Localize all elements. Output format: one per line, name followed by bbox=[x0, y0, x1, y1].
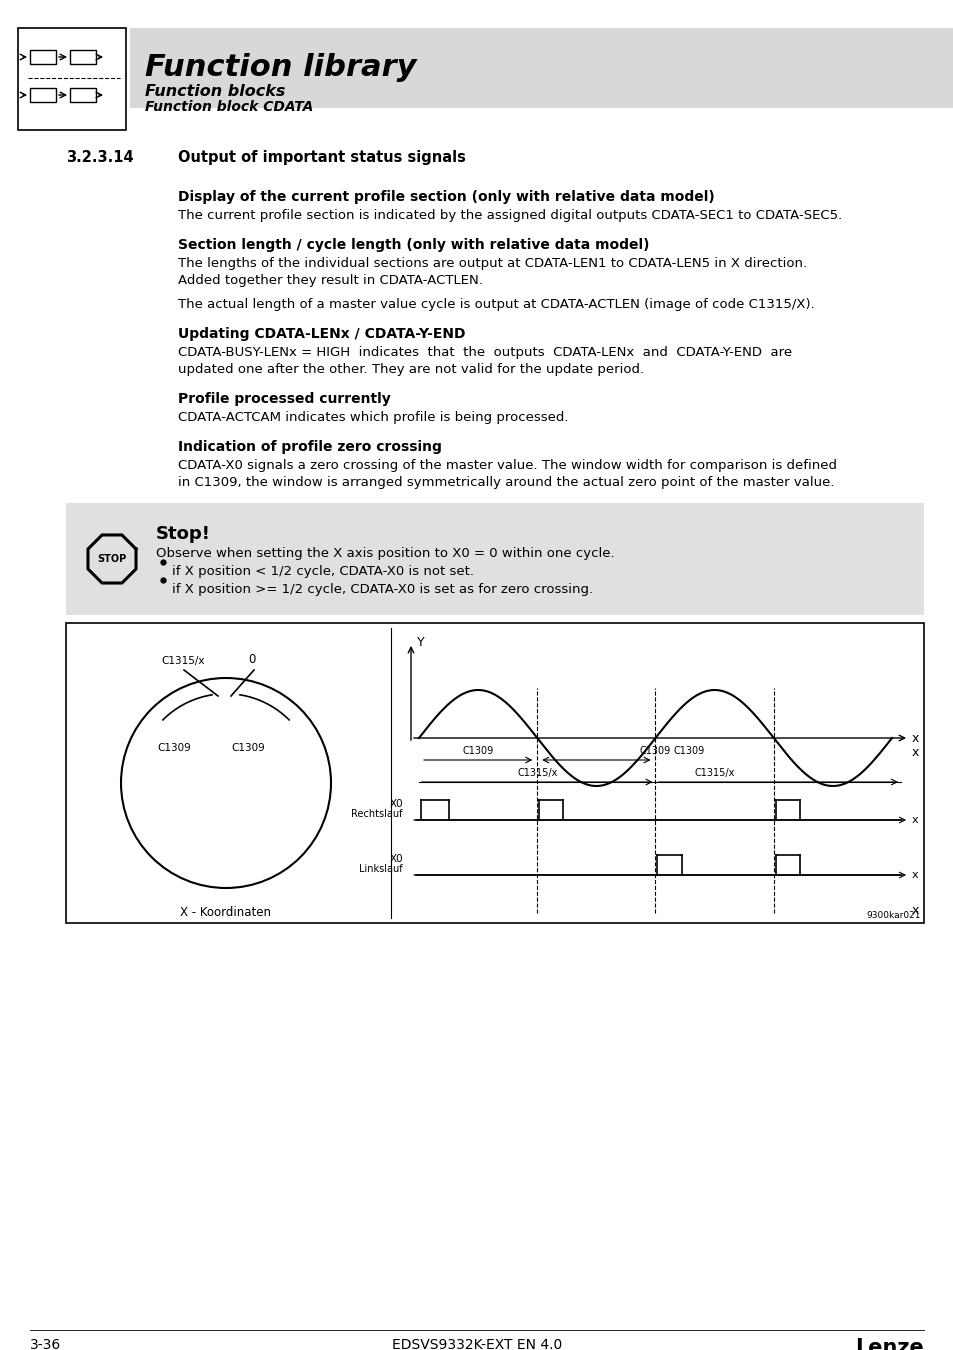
Text: Function block CDATA: Function block CDATA bbox=[145, 100, 313, 113]
Text: x: x bbox=[911, 904, 919, 918]
Text: Function blocks: Function blocks bbox=[145, 85, 285, 100]
Text: x: x bbox=[911, 869, 918, 880]
Text: C1309: C1309 bbox=[231, 743, 265, 753]
Text: Linkslauf: Linkslauf bbox=[359, 864, 402, 873]
Text: updated one after the other. They are not valid for the update period.: updated one after the other. They are no… bbox=[178, 363, 643, 377]
Text: Indication of profile zero crossing: Indication of profile zero crossing bbox=[178, 440, 441, 454]
Text: CDATA-X0 signals a zero crossing of the master value. The window width for compa: CDATA-X0 signals a zero crossing of the … bbox=[178, 459, 836, 472]
Text: C1309: C1309 bbox=[157, 743, 191, 753]
Bar bbox=[70, 50, 96, 63]
Text: Added together they result in CDATA-ACTLEN.: Added together they result in CDATA-ACTL… bbox=[178, 274, 482, 288]
Text: 9300kar021: 9300kar021 bbox=[865, 911, 920, 919]
Text: C1309: C1309 bbox=[462, 747, 494, 756]
Text: Display of the current profile section (only with relative data model): Display of the current profile section (… bbox=[178, 190, 714, 204]
Text: The current profile section is indicated by the assigned digital outputs CDATA-S: The current profile section is indicated… bbox=[178, 209, 841, 221]
Bar bbox=[18, 28, 126, 130]
Text: if X position >= 1/2 cycle, CDATA-X0 is set as for zero crossing.: if X position >= 1/2 cycle, CDATA-X0 is … bbox=[172, 583, 593, 595]
Bar bbox=[130, 28, 953, 108]
Text: 3-36: 3-36 bbox=[30, 1338, 61, 1350]
Text: Updating CDATA-LENx / CDATA-Y-END: Updating CDATA-LENx / CDATA-Y-END bbox=[178, 327, 465, 342]
Text: Section length / cycle length (only with relative data model): Section length / cycle length (only with… bbox=[178, 238, 649, 252]
Bar bbox=[66, 622, 923, 923]
Text: Lenze: Lenze bbox=[854, 1338, 923, 1350]
Text: Stop!: Stop! bbox=[156, 525, 211, 543]
Text: C1309: C1309 bbox=[639, 747, 670, 756]
Text: X0: X0 bbox=[389, 799, 402, 809]
Text: The lengths of the individual sections are output at CDATA-LEN1 to CDATA-LEN5 in: The lengths of the individual sections a… bbox=[178, 256, 806, 270]
Text: EDSVS9332K-EXT EN 4.0: EDSVS9332K-EXT EN 4.0 bbox=[392, 1338, 561, 1350]
Text: Rechtslauf: Rechtslauf bbox=[351, 809, 402, 819]
Bar bbox=[70, 88, 96, 103]
Text: C1309: C1309 bbox=[673, 747, 704, 756]
Text: Profile processed currently: Profile processed currently bbox=[178, 392, 391, 406]
Text: in C1309, the window is arranged symmetrically around the actual zero point of t: in C1309, the window is arranged symmetr… bbox=[178, 477, 834, 489]
Text: Function library: Function library bbox=[145, 53, 416, 81]
Text: 3.2.3.14: 3.2.3.14 bbox=[66, 150, 133, 165]
Text: C1315/x: C1315/x bbox=[161, 656, 204, 666]
Text: x: x bbox=[911, 745, 919, 759]
Text: The actual length of a master value cycle is output at CDATA-ACTLEN (image of co: The actual length of a master value cycl… bbox=[178, 298, 814, 311]
Text: CDATA-BUSY-LENx = HIGH  indicates  that  the  outputs  CDATA-LENx  and  CDATA-Y-: CDATA-BUSY-LENx = HIGH indicates that th… bbox=[178, 346, 791, 359]
Text: C1315/x: C1315/x bbox=[517, 768, 557, 778]
Text: X0: X0 bbox=[389, 855, 402, 864]
Text: STOP: STOP bbox=[97, 554, 127, 564]
Bar bbox=[30, 88, 56, 103]
Bar bbox=[66, 504, 923, 616]
Text: x: x bbox=[911, 815, 918, 825]
Text: Observe when setting the X axis position to X0 = 0 within one cycle.: Observe when setting the X axis position… bbox=[156, 547, 614, 560]
Text: X - Koordinaten: X - Koordinaten bbox=[180, 906, 272, 919]
Text: x: x bbox=[911, 732, 919, 744]
Text: 0: 0 bbox=[248, 653, 255, 666]
Text: CDATA-ACTCAM indicates which profile is being processed.: CDATA-ACTCAM indicates which profile is … bbox=[178, 410, 568, 424]
Text: if X position < 1/2 cycle, CDATA-X0 is not set.: if X position < 1/2 cycle, CDATA-X0 is n… bbox=[172, 566, 474, 578]
Text: Output of important status signals: Output of important status signals bbox=[178, 150, 465, 165]
Text: Y: Y bbox=[416, 636, 424, 649]
Bar bbox=[30, 50, 56, 63]
Text: C1315/x: C1315/x bbox=[694, 768, 734, 778]
